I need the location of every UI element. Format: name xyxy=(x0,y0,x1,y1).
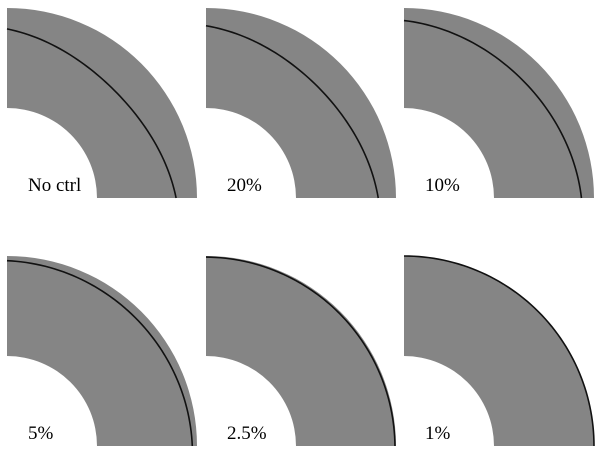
panel: 5% xyxy=(6,256,197,447)
domain-region xyxy=(206,8,396,198)
contour-curve xyxy=(403,19,583,199)
contour-curve xyxy=(205,24,380,199)
panel: 1% xyxy=(403,255,595,447)
domain-region xyxy=(404,256,594,446)
panel: 20% xyxy=(205,8,396,199)
domain-region xyxy=(404,8,594,198)
contour-curve xyxy=(6,28,177,199)
panel-label: 10% xyxy=(425,175,460,196)
panel: No ctrl xyxy=(6,8,197,199)
panel-label: No ctrl xyxy=(28,175,81,196)
domain-region xyxy=(7,8,197,198)
panel-label: 20% xyxy=(227,175,262,196)
contour-curve xyxy=(403,255,595,447)
domain-region xyxy=(206,256,396,446)
contour-curve xyxy=(6,259,194,447)
panel-label: 1% xyxy=(425,423,451,444)
contour-curve xyxy=(205,256,396,447)
panel: 10% xyxy=(403,8,594,199)
panel-label: 2.5% xyxy=(227,423,267,444)
panel: 2.5% xyxy=(205,256,396,447)
domain-region xyxy=(7,256,197,446)
panel-label: 5% xyxy=(28,423,54,444)
